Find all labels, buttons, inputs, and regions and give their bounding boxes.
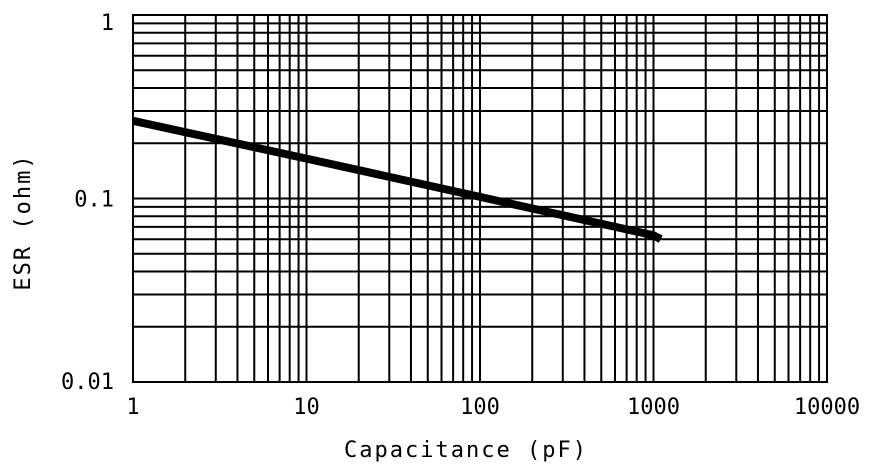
esr-series-line bbox=[132, 116, 663, 243]
x-tick-label: 1000 bbox=[627, 395, 680, 420]
x-tick-label: 10 bbox=[293, 395, 320, 420]
y-tick-label: 0.01 bbox=[61, 370, 114, 395]
x-axis-label: Capacitance (pF) bbox=[344, 438, 588, 463]
y-tick-label: 0.1 bbox=[74, 188, 114, 213]
chart-series bbox=[132, 116, 663, 243]
x-tick-label: 100 bbox=[460, 395, 500, 420]
x-tick-label: 10000 bbox=[794, 395, 860, 420]
x-axis-ticks: 1 10 100 1000 10000 bbox=[126, 395, 860, 420]
y-tick-label: 1 bbox=[101, 11, 114, 36]
x-tick-label: 1 bbox=[126, 395, 139, 420]
plot-frame bbox=[132, 14, 828, 383]
y-axis-label: ESR (ohm) bbox=[11, 153, 36, 290]
chart-grid bbox=[132, 15, 827, 383]
y-axis-ticks: 0.01 0.1 1 bbox=[61, 11, 114, 395]
